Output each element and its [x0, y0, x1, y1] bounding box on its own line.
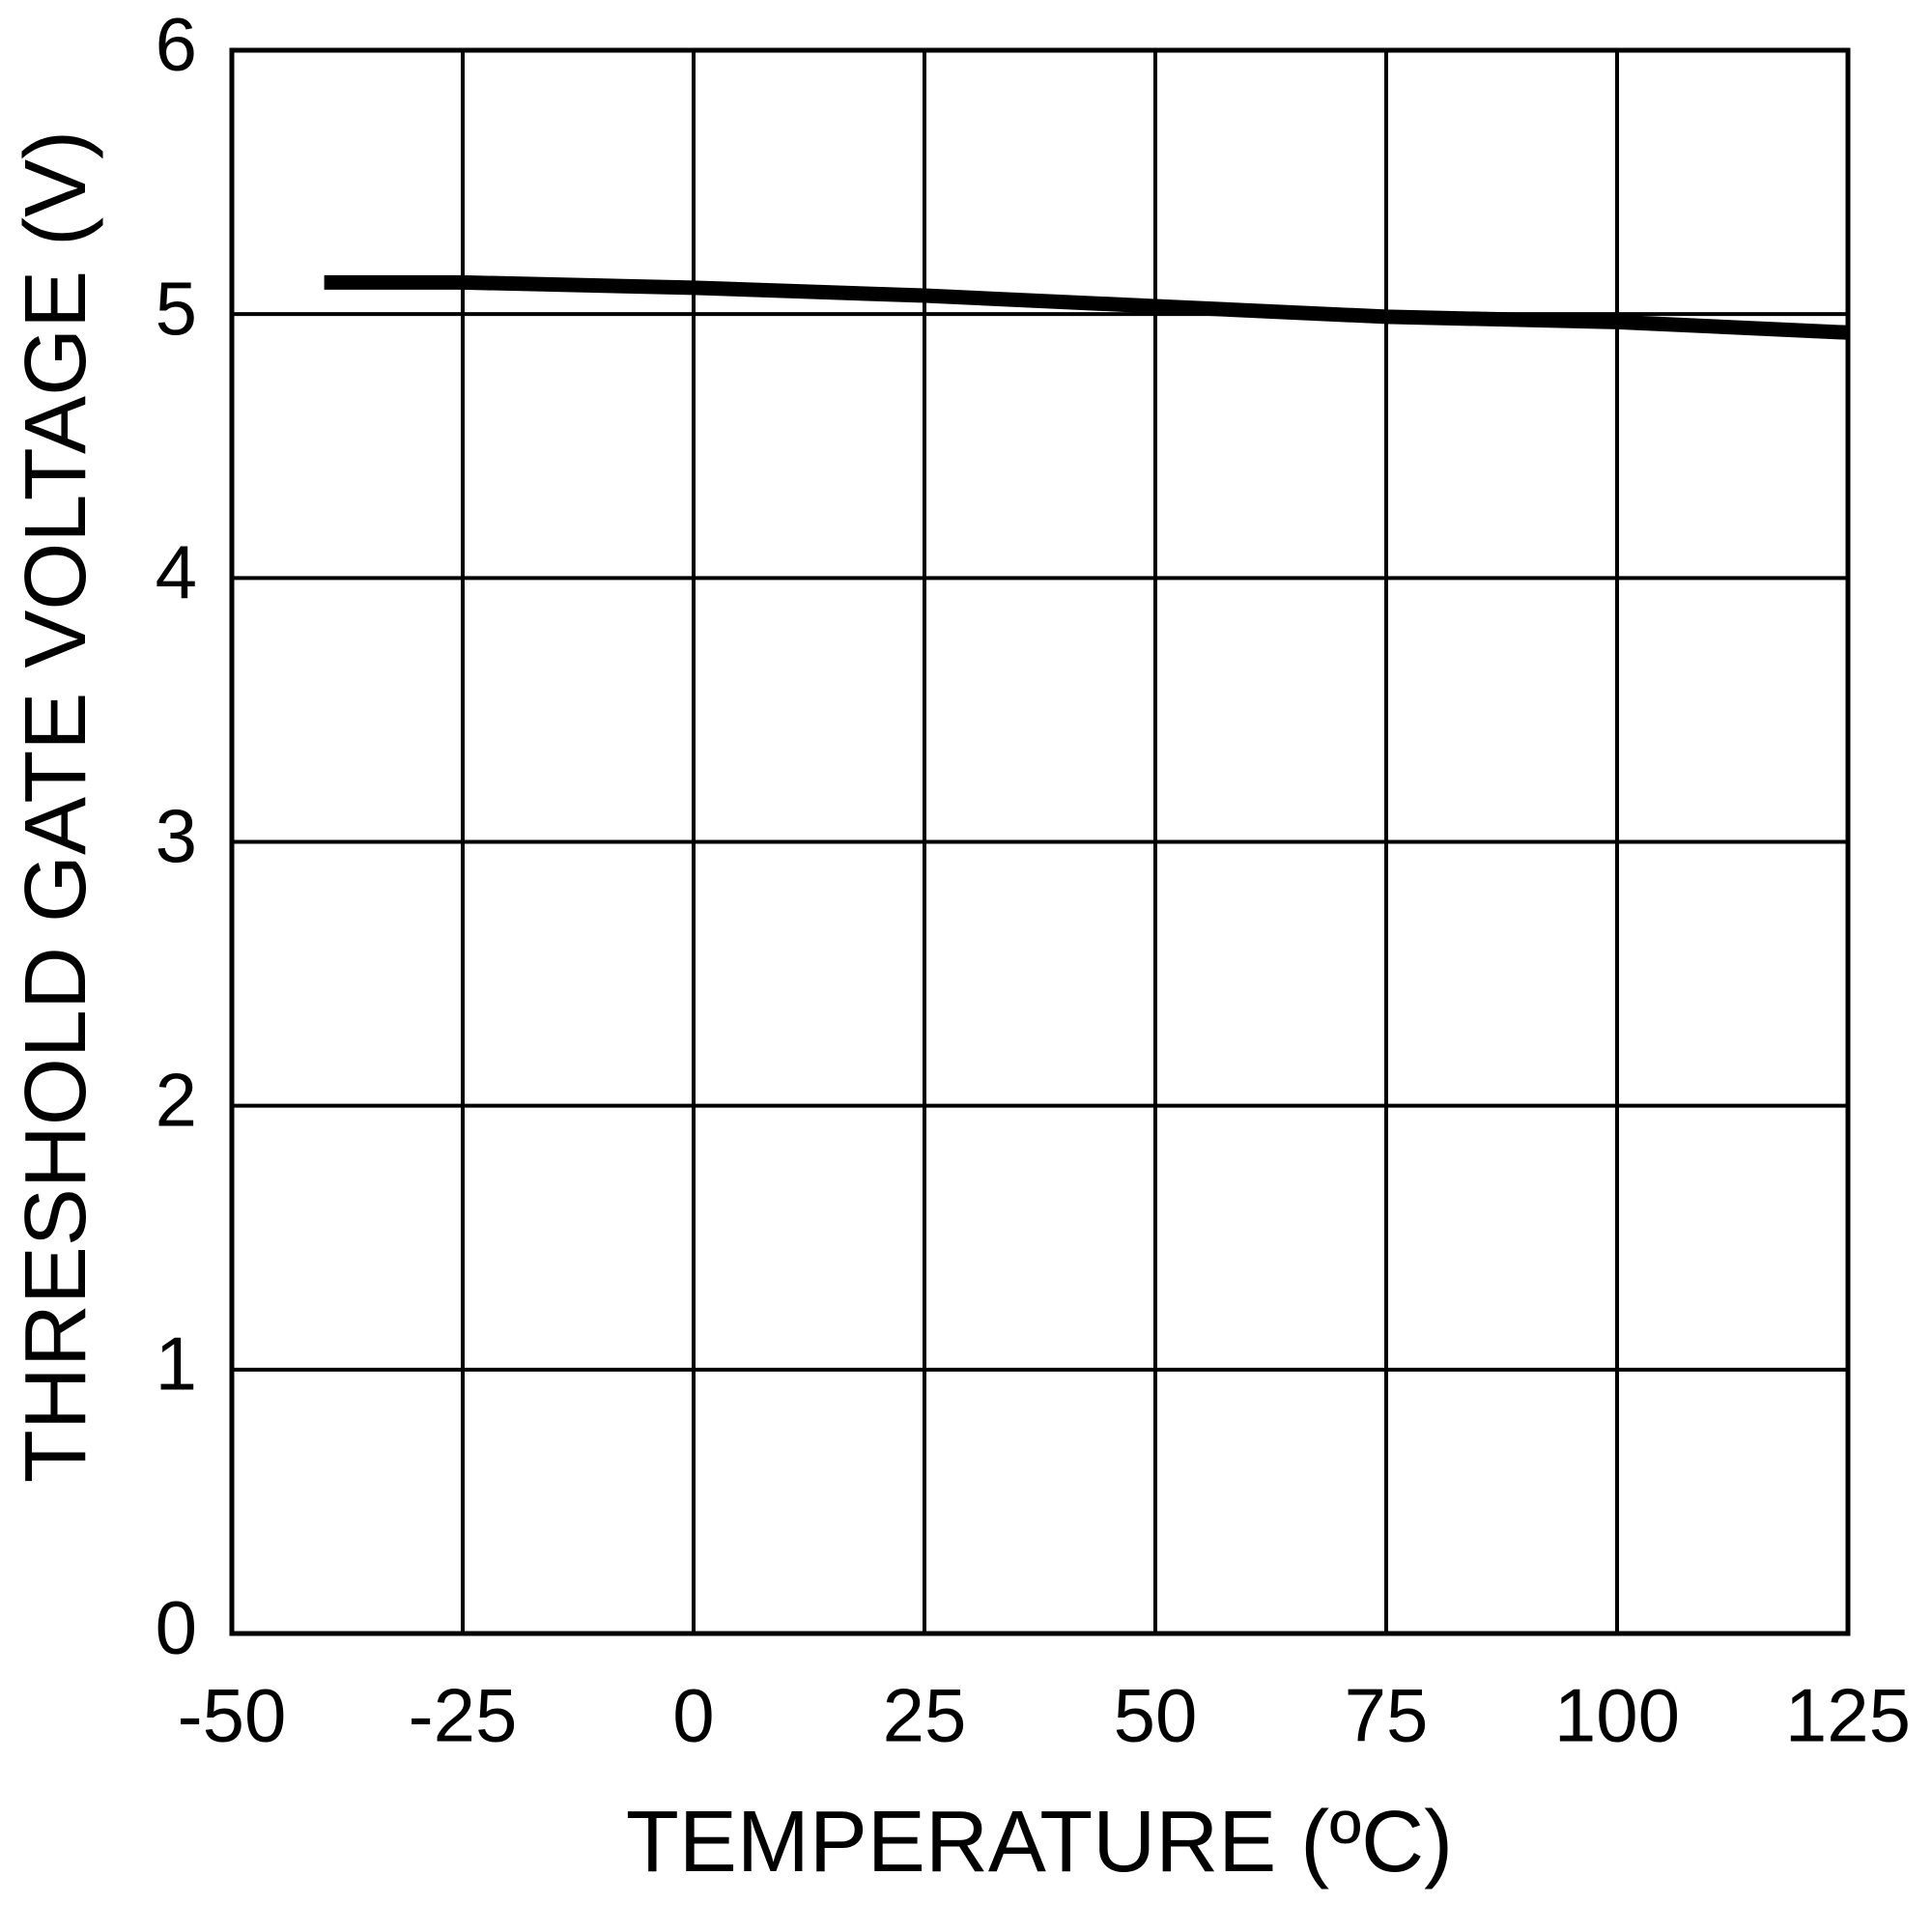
x-tick-label: -50	[178, 1673, 287, 1758]
y-tick-label: 0	[156, 1585, 197, 1670]
x-tick-label: 75	[1345, 1673, 1429, 1758]
x-axis-title: TEMPERATURE (ºC)	[626, 1794, 1453, 1890]
x-tick-label: 25	[883, 1673, 967, 1758]
x-tick-label: 100	[1554, 1673, 1680, 1758]
y-tick-label: 2	[156, 1057, 197, 1142]
y-tick-label: 3	[156, 793, 197, 878]
x-tick-label: 125	[1785, 1673, 1911, 1758]
y-tick-label: 5	[156, 266, 197, 351]
y-tick-label: 4	[156, 529, 197, 614]
y-axis-title: THRESHOLD GATE VOLTAGE (V)	[8, 130, 104, 1483]
y-tick-label: 1	[156, 1321, 197, 1406]
data-line	[324, 274, 1849, 340]
y-tick-label: 6	[156, 2, 197, 87]
plot-frame	[229, 47, 1851, 1636]
x-tick-label: 50	[1114, 1673, 1198, 1758]
x-tick-label: -25	[409, 1673, 518, 1758]
x-tick-label: 0	[672, 1673, 714, 1758]
